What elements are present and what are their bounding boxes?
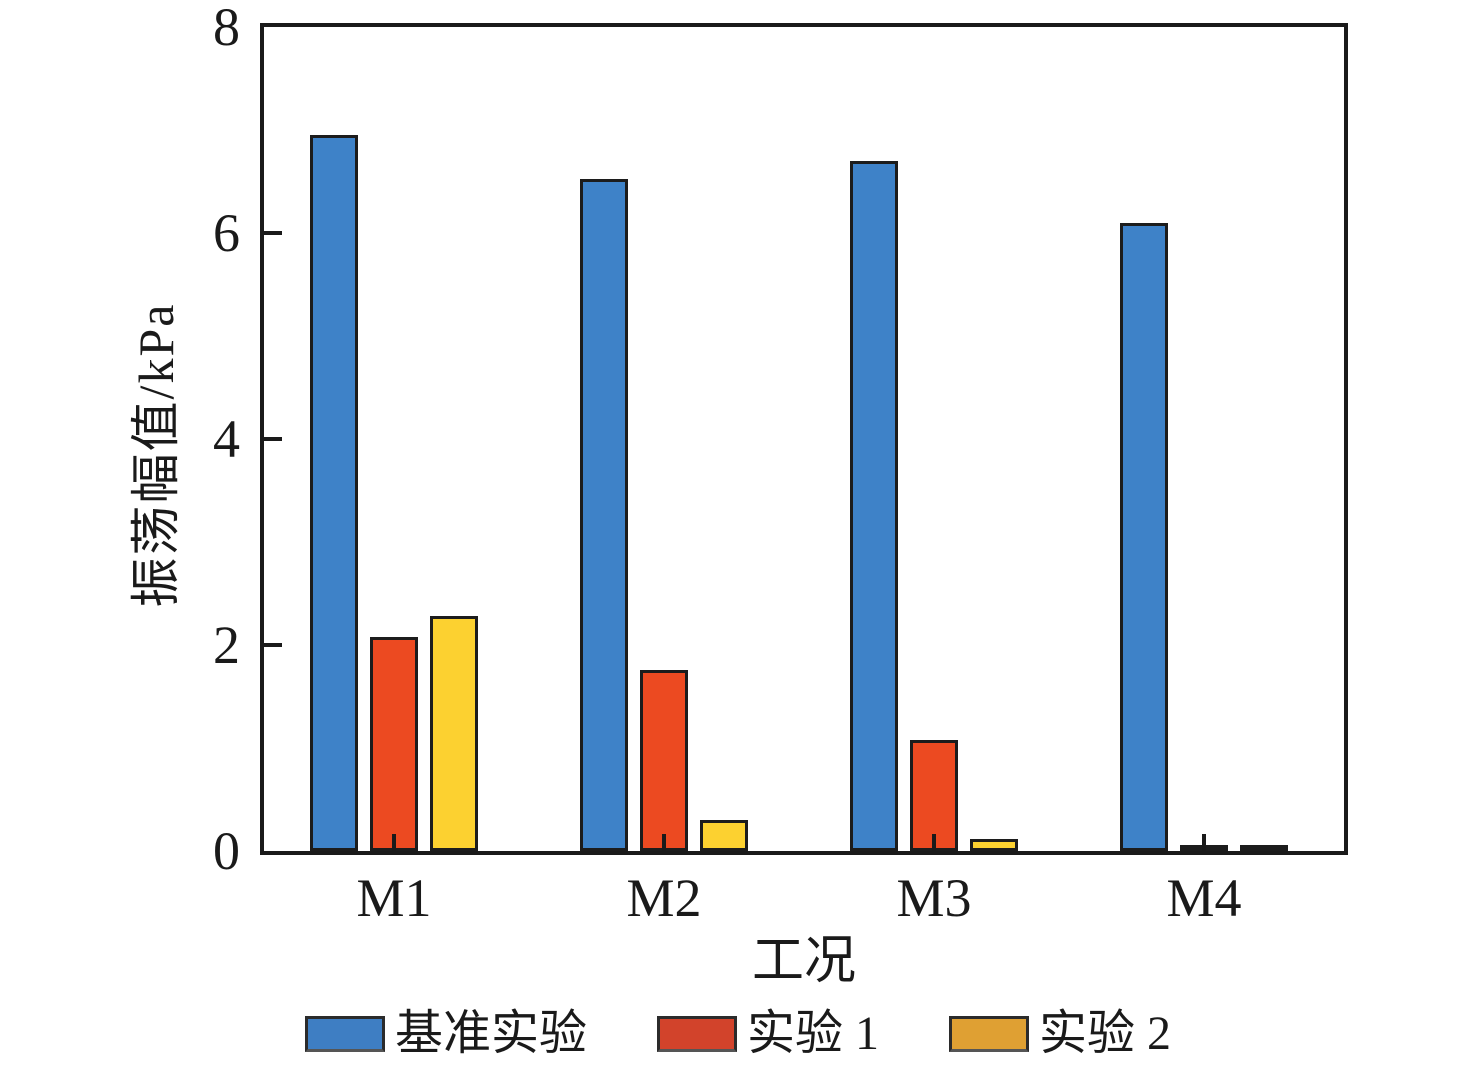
y-tick-label-6: 6 — [213, 203, 240, 263]
x-category-label-m1: M1 — [356, 868, 432, 928]
legend-swatch-series0 — [304, 1016, 385, 1052]
legend-swatch-series2 — [949, 1016, 1029, 1052]
y-tick-label-4: 4 — [213, 409, 240, 469]
x-category-label-m3: M3 — [896, 868, 972, 928]
legend-label-series1: 实验 1 — [746, 1007, 879, 1060]
x-category-label-m4: M4 — [1166, 868, 1242, 928]
bar-m3-series0 — [850, 161, 898, 851]
x-axis-tick — [1202, 834, 1206, 851]
legend-swatch-series1 — [656, 1016, 737, 1052]
y-axis-tick — [264, 643, 282, 647]
bar-m4-series2 — [1240, 845, 1288, 851]
x-axis-tick — [392, 834, 396, 851]
legend: 基准实验 实验 1 实验 2 — [0, 1008, 1476, 1060]
bar-m3-series2 — [970, 839, 1018, 851]
bar-m3-series1 — [910, 740, 958, 851]
y-tick-label-8: 8 — [213, 0, 240, 57]
y-tick-label-0: 0 — [213, 821, 240, 881]
bar-m1-series0 — [310, 135, 358, 851]
x-category-label-m2: M2 — [626, 868, 702, 928]
bar-m2-series2 — [700, 820, 748, 851]
plot-area — [260, 23, 1348, 855]
x-axis-tick — [662, 834, 666, 851]
plot-inner — [264, 27, 1344, 851]
legend-item-series1: 实验 1 — [656, 1007, 879, 1060]
y-axis-tick — [264, 231, 282, 235]
bar-m2-series1 — [640, 670, 688, 851]
y-tick-label-2: 2 — [213, 615, 240, 675]
bar-m2-series0 — [580, 179, 628, 851]
legend-label-series2: 实验 2 — [1039, 1007, 1172, 1060]
y-axis-tick — [264, 437, 282, 441]
legend-item-series0: 基准实验 — [304, 1007, 587, 1060]
bar-m1-series2 — [430, 616, 478, 851]
bar-m1-series1 — [370, 637, 418, 851]
x-axis-tick — [932, 834, 936, 851]
legend-label-series0: 基准实验 — [394, 1007, 587, 1060]
x-axis-title: 工况 — [751, 933, 856, 990]
bar-m4-series0 — [1120, 223, 1168, 851]
legend-item-series2: 实验 2 — [949, 1008, 1171, 1060]
